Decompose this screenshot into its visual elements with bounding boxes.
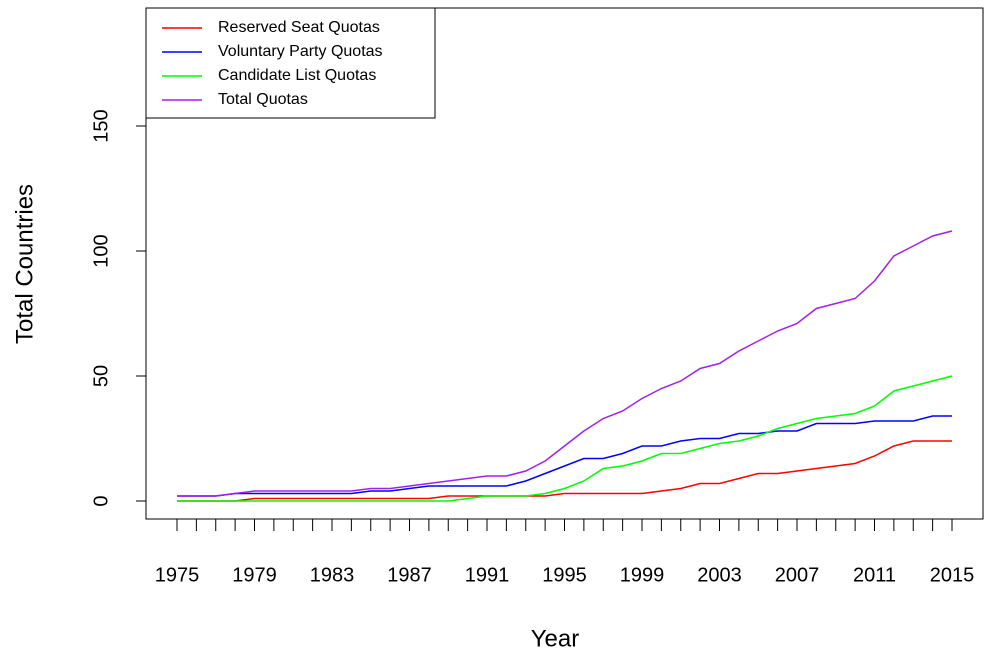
x-tick-label: 2003 — [697, 564, 742, 586]
y-tick-label: 50 — [90, 365, 112, 387]
legend-label: Candidate List Quotas — [218, 67, 376, 84]
legend-label: Total Quotas — [218, 91, 308, 108]
y-axis-title: Total Countries — [11, 184, 38, 344]
x-tick-label: 1975 — [155, 564, 200, 586]
x-tick-label: 1995 — [542, 564, 587, 586]
legend-label: Voluntary Party Quotas — [218, 43, 383, 60]
x-tick-label: 2007 — [775, 564, 820, 586]
series-line — [177, 230, 953, 497]
y-tick-label: 0 — [90, 495, 112, 506]
y-tick-label: 100 — [90, 234, 112, 267]
series-line — [177, 375, 953, 502]
x-tick-label: 1983 — [310, 564, 355, 586]
x-tick-label: 2011 — [853, 564, 896, 586]
x-tick-label: 2015 — [930, 564, 975, 586]
x-tick-label: 1987 — [387, 564, 432, 586]
series-line — [177, 415, 952, 497]
x-tick-label: 1979 — [232, 564, 277, 586]
x-axis-title: Year — [531, 625, 580, 652]
y-tick-label: 150 — [90, 109, 112, 142]
series-line — [177, 440, 952, 502]
legend-label: Reserved Seat Quotas — [218, 19, 380, 36]
x-tick-label: 1991 — [465, 564, 510, 586]
x-tick-label: 1999 — [620, 564, 665, 586]
